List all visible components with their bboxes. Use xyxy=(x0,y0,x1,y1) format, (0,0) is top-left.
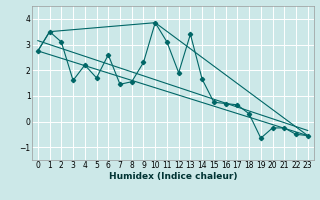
X-axis label: Humidex (Indice chaleur): Humidex (Indice chaleur) xyxy=(108,172,237,181)
